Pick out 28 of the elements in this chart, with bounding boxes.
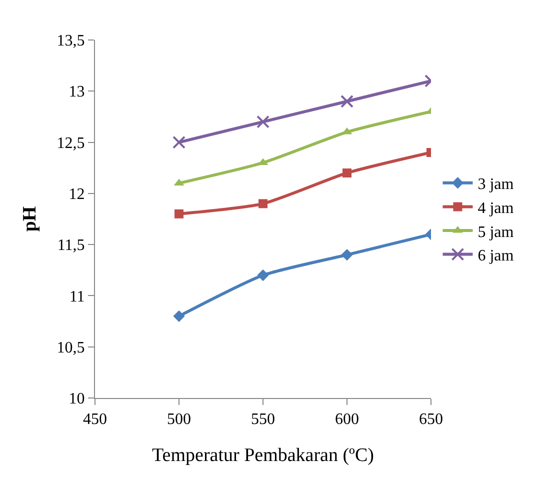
x-tick-label: 550 <box>251 411 275 428</box>
x-tick-label: 450 <box>83 411 107 428</box>
legend-label: 4 jam <box>478 200 514 217</box>
legend-label: 5 jam <box>478 224 514 241</box>
y-tick-label: 10 <box>68 390 85 408</box>
y-tick-label: 12,5 <box>56 134 85 152</box>
x-axis-title: Temperatur Pembakaran (ºC) <box>152 445 374 466</box>
point <box>342 168 352 178</box>
y-tick-label: 11 <box>69 288 85 306</box>
point <box>258 199 268 208</box>
y-tick-label: 11,5 <box>57 237 85 254</box>
legend-label: 3 jam <box>478 176 514 194</box>
y-tick-label: 12 <box>68 186 85 204</box>
y-axis-title: pH <box>20 206 41 232</box>
x-tick-label: 650 <box>419 411 443 428</box>
point <box>173 310 185 322</box>
point <box>172 136 186 149</box>
legend-label: 6 jam <box>478 248 514 265</box>
x-tick-label: 500 <box>167 411 191 428</box>
point <box>257 269 269 282</box>
y-tick-label: 13,5 <box>56 32 85 50</box>
x-tick-label: 600 <box>335 411 359 428</box>
y-tick-label: 13 <box>68 84 85 101</box>
y-tick-label: 10,5 <box>56 339 85 356</box>
point <box>256 115 270 128</box>
point <box>174 209 184 218</box>
point <box>340 94 354 108</box>
point <box>341 248 353 261</box>
